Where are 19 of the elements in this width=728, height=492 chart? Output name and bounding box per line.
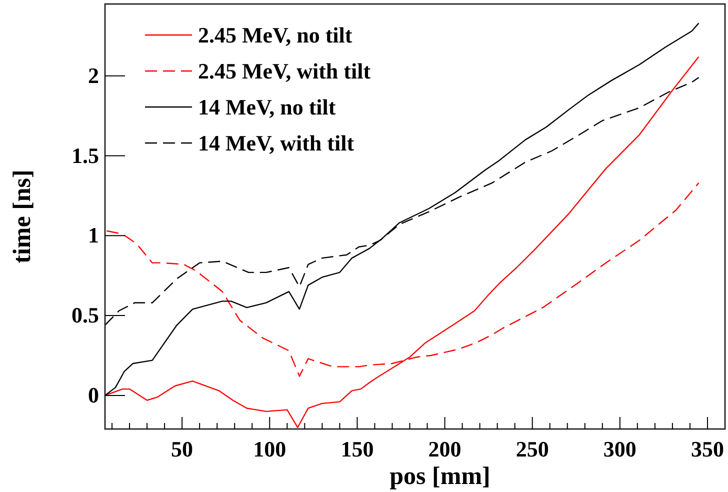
y-tick-label: 2 <box>88 62 99 88</box>
y-tick-label: 1.5 <box>72 142 99 168</box>
x-axis-title: pos [mm] <box>390 463 490 490</box>
legend-label: 14 MeV, with tilt <box>198 130 355 156</box>
legend-label: 14 MeV, no tilt <box>198 94 336 120</box>
x-tick-label: 250 <box>516 436 549 462</box>
x-tick-label: 50 <box>171 436 194 462</box>
y-tick-label: 0.5 <box>72 302 99 328</box>
y-axis-title: time [ns] <box>9 170 36 264</box>
x-tick-label: 200 <box>428 436 462 462</box>
x-tick-label: 150 <box>340 436 374 462</box>
y-tick-label: 1 <box>88 222 99 248</box>
y-tick-label: 0 <box>88 382 99 408</box>
legend-label: 2.45 MeV, with tilt <box>198 58 372 84</box>
x-tick-label: 100 <box>253 436 286 462</box>
x-tick-label: 350 <box>690 436 724 462</box>
line-series <box>105 56 700 428</box>
legend-label: 2.45 MeV, no tilt <box>198 22 353 48</box>
x-tick-label: 300 <box>603 436 636 462</box>
